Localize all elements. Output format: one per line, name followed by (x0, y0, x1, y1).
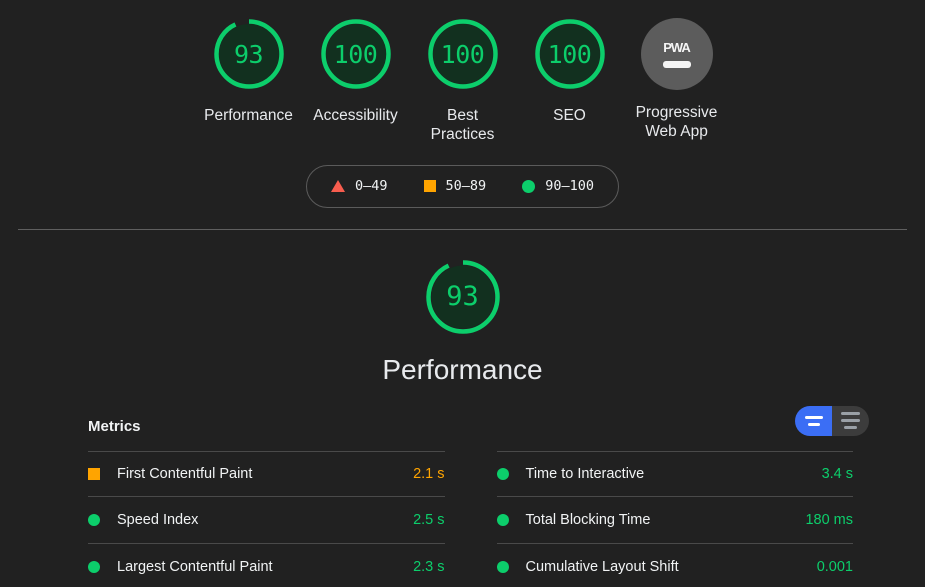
circle-icon (496, 514, 509, 526)
table-row[interactable]: First Contentful Paint 2.1 s (88, 450, 445, 498)
legend-item-average: 50—89 (423, 178, 487, 195)
metric-value: 180 ms (805, 512, 853, 528)
page-title: Performance (382, 353, 543, 385)
table-row[interactable]: Total Blocking Time 180 ms (496, 497, 853, 544)
circle-icon (522, 179, 536, 193)
gauge-performance: 93 (210, 15, 288, 93)
gauge-label: Accessibility (313, 107, 398, 124)
metric-name: Speed Index (117, 512, 199, 528)
simple-view-toggle[interactable] (795, 405, 832, 436)
gauge-score-value: 100 (333, 39, 378, 69)
table-row[interactable]: Speed Index 2.5 s (88, 497, 445, 544)
score-gauge-accessibility[interactable]: 100 Accessibility (302, 15, 409, 125)
table-row[interactable]: Largest Contentful Paint 2.3 s (88, 544, 445, 587)
gauge-best-practices: 100 (424, 15, 502, 93)
gauge-label: Progressive Web App (635, 104, 718, 141)
legend-range-fail: 0—49 (355, 178, 388, 195)
gauge-arc-icon (213, 19, 284, 89)
metric-name: Largest Contentful Paint (117, 558, 273, 575)
gauge-seo: 100 (531, 15, 609, 93)
metrics-title: Metrics (88, 418, 141, 436)
legend-range-average: 50—89 (445, 178, 487, 195)
metric-value: 0.001 (816, 558, 853, 575)
circle-icon (88, 514, 100, 526)
gauge-score-value: 93 (233, 39, 264, 69)
gauge-arc-icon (534, 19, 605, 89)
square-icon (88, 468, 100, 480)
legend-range-pass: 90—100 (545, 178, 594, 195)
category-header: 93 Performance (0, 256, 925, 386)
metric-value: 2.1 s (413, 466, 445, 482)
toggle-line (841, 419, 860, 423)
score-gauge-performance[interactable]: 93 Performance (195, 15, 302, 125)
table-row[interactable]: Time to Interactive 3.4 s (496, 450, 853, 498)
square-icon (423, 180, 436, 193)
gauge-score-value: 100 (547, 39, 592, 69)
gauge-accessibility: 100 (317, 15, 395, 93)
metric-name: Cumulative Layout Shift (525, 558, 679, 575)
metrics-view-toggle[interactable] (795, 405, 869, 436)
metrics-header: Metrics (88, 405, 869, 438)
triangle-icon (331, 180, 346, 193)
metrics-column-right: Time to Interactive 3.4 s Total Blocking… (496, 450, 853, 587)
toggle-line (841, 412, 860, 416)
legend-item-pass: 90—100 (522, 178, 594, 194)
pwa-badge-bar (662, 61, 691, 68)
circle-icon (496, 468, 509, 480)
toggle-line (844, 426, 857, 430)
toggle-line (804, 415, 823, 419)
metric-name: Total Blocking Time (525, 512, 651, 528)
metrics-grid: First Contentful Paint 2.1 s Speed Index… (88, 450, 853, 587)
gauge-arc-icon (425, 260, 500, 334)
metrics-section: Metrics First Contentful Paint 2.1 s (0, 405, 925, 587)
gauge-arc-icon (427, 19, 498, 89)
toggle-line (807, 422, 820, 426)
pwa-badge-icon: PWA (640, 18, 713, 90)
table-row[interactable]: Cumulative Layout Shift 0.001 (496, 544, 853, 587)
gauge-label: Best Practices (430, 107, 495, 144)
circle-icon (496, 560, 509, 573)
gauge-label: Performance (204, 107, 293, 124)
detailed-view-toggle[interactable] (832, 405, 869, 436)
score-gauges-row: 93 Performance 100 Accessibility 100 (0, 0, 925, 145)
gauge-score-value: 100 (440, 39, 485, 69)
metric-name: First Contentful Paint (117, 466, 253, 482)
score-gauge-best-practices[interactable]: 100 Best Practices (409, 15, 516, 145)
pwa-badge-text: PWA (663, 40, 691, 55)
circle-icon (88, 560, 100, 573)
category-gauge-performance: 93 (422, 256, 504, 338)
metric-name: Time to Interactive (525, 466, 645, 482)
gauge-label: SEO (553, 107, 586, 124)
score-legend-row: 0—49 50—89 90—100 (0, 164, 925, 208)
gauge-arc-icon (320, 19, 391, 89)
score-gauge-seo[interactable]: 100 SEO (516, 15, 623, 125)
metrics-column-left: First Contentful Paint 2.1 s Speed Index… (88, 450, 445, 587)
score-legend: 0—49 50—89 90—100 (306, 164, 619, 208)
metric-value: 2.3 s (413, 558, 445, 575)
metric-value: 2.5 s (413, 512, 445, 528)
legend-item-fail: 0—49 (331, 178, 388, 194)
category-score-value: 93 (446, 281, 479, 313)
section-divider (18, 228, 907, 230)
score-gauge-pwa[interactable]: PWA Progressive Web App (623, 15, 730, 142)
metric-value: 3.4 s (821, 466, 853, 482)
